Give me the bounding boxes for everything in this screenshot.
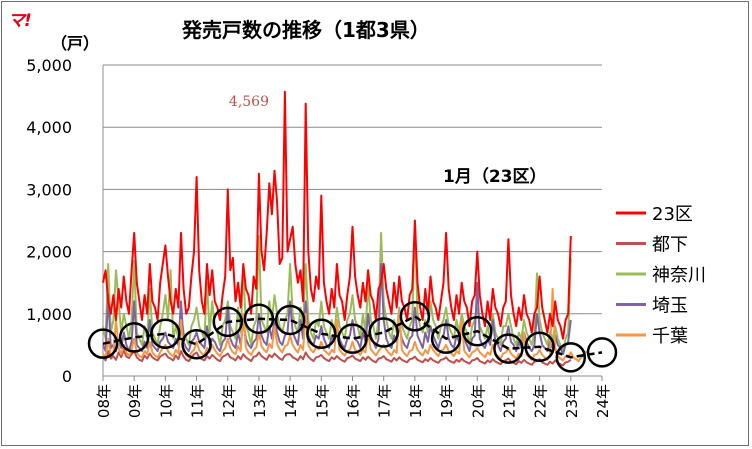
y-tick-label: 2,000 xyxy=(26,243,72,262)
x-tick-label: 22年 xyxy=(532,384,550,418)
x-axis-labels: 08年 09年 10年 11年 12年 13年 14年 15年 16年 17年 18年 19年 20年 2… xyxy=(95,384,612,418)
y-tick-label: 3,000 xyxy=(26,180,72,199)
average-marker xyxy=(493,333,524,364)
average-marker xyxy=(243,303,275,335)
axes xyxy=(102,65,603,381)
legend-label: 23区 xyxy=(652,204,693,225)
x-tick-label: 18年 xyxy=(407,384,425,418)
legend-label: 神奈川 xyxy=(652,265,706,286)
legend-label: 都下 xyxy=(652,235,688,256)
average-marker xyxy=(306,318,337,349)
average-marker xyxy=(150,318,181,349)
average-marker xyxy=(399,301,431,332)
x-tick-label: 14年 xyxy=(282,384,300,418)
legend-label: 千葉 xyxy=(652,326,688,347)
x-tick-label: 23年 xyxy=(563,384,581,418)
peak-annotation: 4,569 xyxy=(229,94,269,110)
brand-mark: マ! xyxy=(8,11,32,31)
average-line xyxy=(102,314,603,359)
average-marker xyxy=(337,323,368,354)
average-marker xyxy=(212,306,243,338)
y-tick-label: 5,000 xyxy=(26,56,72,75)
y-unit-label: （戸） xyxy=(51,34,100,53)
x-tick-label: 16年 xyxy=(345,384,363,418)
gridlines xyxy=(103,64,602,315)
x-tick-label: 09年 xyxy=(126,384,144,418)
y-axis-labels: 0 1,000 2,000 3,000 4,000 5,000 xyxy=(26,56,72,386)
x-tick-label: 17年 xyxy=(376,384,394,418)
x-tick-label: 21年 xyxy=(500,384,518,418)
y-tick-label: 0 xyxy=(62,367,72,386)
note-annotation: 1月（23区） xyxy=(443,166,547,187)
average-marker xyxy=(430,323,462,354)
x-tick-label: 24年 xyxy=(594,384,612,418)
legend-label: 埼玉 xyxy=(652,296,688,317)
x-tick-label: 15年 xyxy=(313,384,331,418)
series-line xyxy=(102,348,572,367)
average-markers xyxy=(87,301,618,373)
average-marker xyxy=(87,328,119,359)
average-marker xyxy=(118,322,150,353)
x-tick-label: 12年 xyxy=(220,384,238,418)
x-tick-label: 19年 xyxy=(438,384,456,418)
average-marker xyxy=(274,304,306,336)
x-tick-label: 10年 xyxy=(157,384,175,418)
average-marker xyxy=(524,331,555,363)
y-tick-label: 4,000 xyxy=(26,118,72,137)
average-marker xyxy=(555,342,587,373)
series-line xyxy=(102,90,572,340)
x-tick-label: 11年 xyxy=(189,384,207,418)
average-marker xyxy=(181,329,212,360)
x-tick-label: 08年 xyxy=(95,384,113,418)
average-marker xyxy=(586,337,618,368)
chart-title: 発売戸数の推移（1都3県） xyxy=(182,18,430,42)
average-marker xyxy=(462,315,493,347)
x-tick-label: 20年 xyxy=(469,384,487,418)
y-tick-label: 1,000 xyxy=(26,305,72,324)
x-tick-label: 13年 xyxy=(251,384,269,418)
average-marker xyxy=(368,317,399,348)
